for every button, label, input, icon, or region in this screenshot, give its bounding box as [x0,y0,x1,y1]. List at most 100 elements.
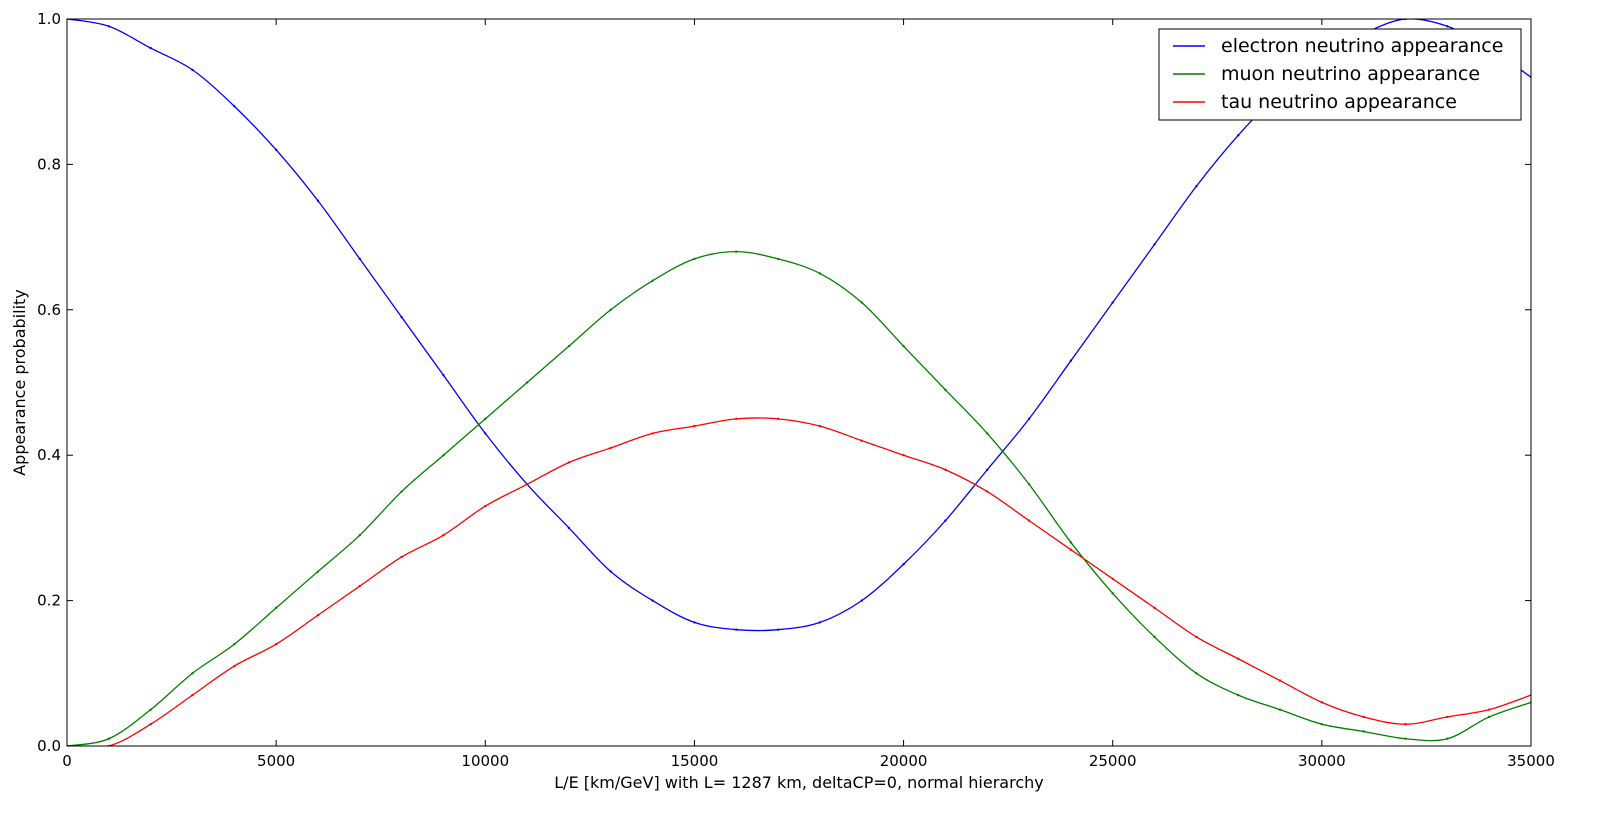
series-2-point [484,504,487,508]
series-2-point [1320,701,1324,704]
series-1-point [986,432,989,435]
series-2-point [902,454,905,457]
x-tick-label: 0 [62,752,72,770]
series-2-point [818,424,822,428]
y-tick-label: 0.0 [37,737,61,755]
legend-box [1158,28,1522,121]
series-0-point [1069,359,1073,362]
series-2-point [400,555,403,559]
series-1-point [274,606,278,610]
series-0-point [400,315,403,319]
series-1-point [609,308,612,311]
x-tick-label: 30000 [1298,752,1346,770]
y-axis-label: Appearance probability [10,289,29,476]
series-2-point [651,432,654,435]
series-1-point [1320,722,1324,726]
series-1-point [567,344,571,348]
series-0-point [1446,25,1449,28]
y-tick-label: 1.0 [37,10,61,28]
series-2-point [1278,679,1282,682]
series-0-point [274,148,278,152]
series-2-point [1027,519,1031,522]
series-0-point [776,628,780,631]
series-0-point [1027,417,1031,421]
x-tick-label: 35000 [1507,752,1555,770]
series-2-point [233,664,236,668]
series-0-point [651,599,654,602]
y-tick-label: 0.4 [37,446,61,464]
legend: electron neutrino appearance muon neutrin… [1158,28,1522,121]
series-2-point [1362,715,1365,719]
series-2-point [567,461,571,464]
series-2-point [735,417,738,421]
series-0-point [358,257,361,261]
series-line-1 [67,250,1531,746]
x-tick-label: 20000 [880,752,928,770]
series-2-point [274,643,278,646]
series-0-point [693,621,696,624]
series-1-point [693,257,696,261]
x-tick-label: 10000 [461,752,509,770]
series-line-2 [67,417,1531,746]
series-0-point [233,105,236,108]
plot-frame [66,18,1532,747]
series-1-point [776,257,780,261]
series-2-point [316,613,320,617]
series-0-point [1237,134,1240,137]
series-1-point [860,301,863,304]
series-2-point [944,468,947,471]
series-1-point [1404,737,1407,740]
series-0-point [944,519,947,522]
series-1-point [149,708,152,711]
series-1-point [1446,737,1449,740]
series-1-point [1111,592,1114,595]
series-0-point [860,599,863,602]
series-1-point [107,737,111,740]
x-axis-label: L/E [km/GeV] with L= 1287 km, deltaCP=0,… [554,773,1043,792]
series-2-point [609,446,612,450]
series-1-point [525,381,529,384]
series-2-point [525,483,529,486]
series-0-point [818,621,822,624]
series-1-point [651,279,654,282]
series-0-point [1153,243,1156,246]
series-0-point [735,628,738,631]
series-2-point [693,424,696,428]
series-1-point [442,454,445,457]
series-0-point [442,374,445,377]
series-0-point [149,46,152,50]
series-2-point [1069,548,1073,551]
series-2-point [1111,577,1114,580]
series-2-point [149,722,152,726]
x-tick-label: 25000 [1089,752,1137,770]
series-2-point [442,533,445,537]
series-1-point [400,490,403,493]
y-tick-label: 0.8 [37,155,61,173]
series-2-point [1446,715,1449,719]
series-0-point [986,468,989,471]
series-2-point [776,417,780,421]
series-layer [67,19,1531,746]
series-1-point [1195,672,1198,675]
series-2-point [986,490,989,493]
series-1-point [1237,693,1240,697]
series-1-point [484,417,487,421]
axis-tick-labels: 0 5000 10000 15000 20000 25000 30000 35000 0.0 0.… [37,10,1555,770]
series-1-point [1487,715,1491,719]
series-1-point [1153,635,1156,639]
y-tick-label: 0.2 [37,592,61,610]
series-1-point [1069,541,1073,544]
series-0-point [609,570,612,573]
series-2-point [1195,635,1198,639]
series-1-point [902,344,905,348]
series-0-point [1195,185,1198,188]
series-1-point [1362,730,1365,733]
series-2-point [860,439,863,442]
series-2-point [1237,657,1240,660]
series-1-point [818,272,822,275]
series-1-point [233,643,236,646]
series-0-point [107,25,111,28]
series-1-point [191,672,194,675]
legend-label: muon neutrino appearance [1221,63,1480,85]
